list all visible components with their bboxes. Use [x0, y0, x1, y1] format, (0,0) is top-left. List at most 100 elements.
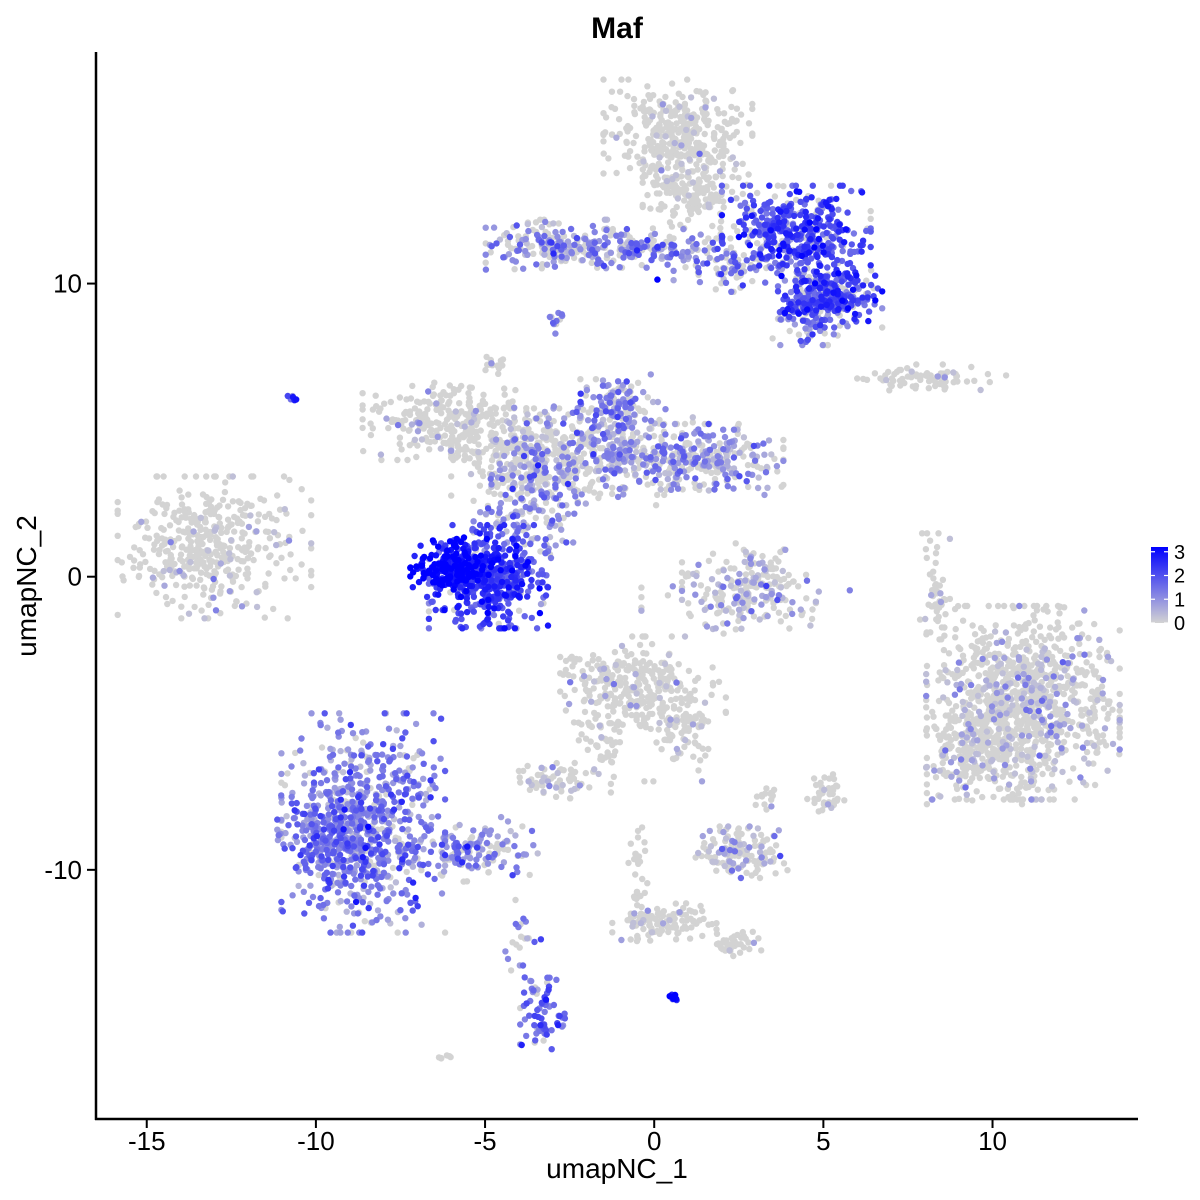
cell-point — [715, 110, 722, 117]
cell-point — [663, 177, 671, 185]
cell-point — [175, 535, 182, 542]
cell-point — [654, 398, 662, 406]
cell-point — [1061, 667, 1068, 674]
cell-point — [197, 526, 204, 534]
cell-point — [726, 947, 733, 954]
cell-point — [271, 529, 278, 536]
cell-point — [656, 719, 663, 727]
cell-point — [653, 132, 660, 139]
cell-point — [551, 442, 558, 450]
cell-point — [405, 826, 412, 833]
cell-point — [173, 517, 180, 524]
cell-point — [652, 502, 660, 509]
cell-point — [284, 770, 291, 777]
cell-point — [922, 615, 929, 623]
cell-point — [740, 434, 748, 441]
cell-point — [1116, 701, 1123, 709]
cell-point — [1044, 742, 1052, 750]
cell-point — [455, 386, 462, 393]
cell-point — [655, 206, 662, 213]
cell-point — [418, 921, 425, 928]
cell-point — [448, 428, 455, 435]
cell-point — [908, 368, 915, 375]
cell-point — [548, 436, 556, 443]
cell-point — [1094, 733, 1101, 741]
cell-point — [411, 436, 419, 443]
cell-point — [580, 450, 588, 457]
cell-point — [1060, 690, 1068, 698]
cell-point — [945, 650, 953, 657]
cell-point — [689, 419, 696, 426]
cell-point — [624, 652, 631, 660]
cell-point — [381, 400, 388, 407]
points-layer — [114, 76, 1123, 1062]
cell-point — [624, 122, 632, 130]
cell-point — [114, 510, 121, 517]
cell-point — [418, 436, 426, 443]
cell-point — [693, 114, 701, 121]
cell-point — [445, 407, 452, 414]
cell-point — [676, 103, 683, 111]
cell-point — [409, 382, 416, 390]
cell-point — [186, 582, 193, 589]
cell-point — [946, 595, 954, 603]
cell-point — [1051, 757, 1059, 765]
cell-point — [576, 656, 583, 663]
cell-point — [737, 139, 744, 147]
cell-point — [406, 411, 414, 418]
cell-point — [732, 626, 739, 633]
cell-point — [369, 406, 377, 413]
cell-point — [1116, 665, 1123, 672]
cell-point — [935, 613, 942, 621]
cell-point — [1056, 706, 1064, 713]
cell-point — [738, 830, 745, 838]
cell-point — [554, 769, 561, 777]
cell-point — [1091, 781, 1099, 789]
cell-point — [242, 571, 249, 578]
cell-point — [600, 130, 607, 137]
cell-point — [736, 949, 744, 956]
cell-point — [605, 753, 612, 760]
cell-point — [917, 376, 924, 384]
cell-point — [1036, 761, 1043, 768]
cell-point — [597, 756, 604, 763]
cell-point — [692, 185, 699, 192]
cell-point — [1023, 646, 1030, 653]
cell-point — [538, 778, 546, 785]
cell-point — [923, 725, 931, 732]
cell-point — [478, 401, 486, 408]
cell-point — [164, 600, 171, 608]
cell-point — [761, 860, 768, 867]
cell-point — [292, 575, 299, 582]
cell-point — [970, 654, 978, 661]
cell-point — [270, 605, 277, 613]
cell-point — [1104, 715, 1111, 722]
cell-point — [809, 606, 816, 613]
cell-point — [212, 534, 219, 541]
cell-point — [281, 782, 289, 789]
cell-point — [689, 205, 696, 213]
cell-point — [749, 277, 756, 285]
cell-point — [155, 550, 163, 558]
cell-point — [541, 251, 548, 258]
cell-point — [668, 731, 675, 739]
cell-point — [1070, 765, 1077, 772]
cell-point — [682, 710, 690, 718]
cell-point — [452, 408, 459, 415]
cell-point — [287, 551, 294, 558]
cell-point — [582, 500, 589, 507]
cell-point — [1116, 707, 1123, 714]
cell-point — [403, 868, 410, 876]
cell-point — [387, 398, 394, 406]
cell-point — [188, 574, 196, 581]
cell-point — [189, 553, 197, 561]
cell-point — [629, 923, 636, 930]
cell-point — [638, 594, 645, 601]
cell-point — [795, 331, 803, 338]
cell-point — [990, 793, 997, 801]
cell-point — [343, 908, 350, 915]
cell-point — [1022, 625, 1029, 632]
cell-point — [1109, 706, 1116, 713]
cell-point — [662, 119, 670, 127]
cell-point — [607, 780, 615, 788]
